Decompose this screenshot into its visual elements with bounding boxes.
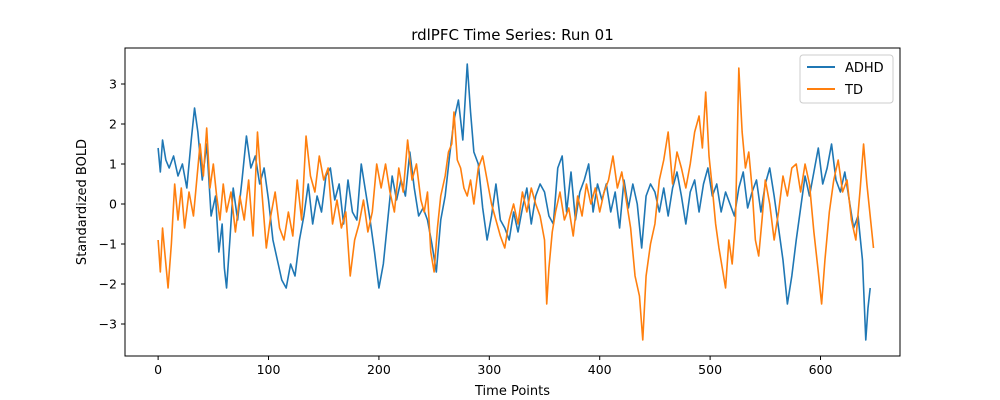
series-lines [157,63,875,341]
x-tick-label: 300 [477,362,501,377]
y-tick-label: 3 [109,77,117,92]
legend-label-td: TD [844,83,863,98]
series-line-td [157,67,875,341]
y-axis: −3 −2 −1 0 1 2 3 [99,77,125,332]
chart-title: rdlPFC Time Series: Run 01 [411,26,614,44]
y-tick-label: −2 [99,277,117,292]
y-axis-label: Standardized BOLD [75,139,90,265]
x-axis-label: Time Points [474,384,550,399]
y-tick-label: 2 [109,117,117,132]
y-tick-label: −3 [99,317,117,332]
x-tick-label: 400 [588,362,612,377]
x-tick-label: 500 [698,362,722,377]
x-tick-label: 200 [367,362,391,377]
x-tick-label: 100 [257,362,281,377]
plot-area [124,47,901,357]
y-tick-label: 1 [109,157,117,172]
y-tick-label: −1 [99,237,117,252]
x-tick-label: 0 [154,362,162,377]
legend: ADHD TD [799,54,894,104]
x-tick-label: 600 [809,362,833,377]
legend-label-adhd: ADHD [845,61,884,76]
y-tick-label: 0 [109,197,117,212]
plot-frame [124,47,901,357]
x-axis: 0 100 200 300 400 500 600 [154,356,832,377]
